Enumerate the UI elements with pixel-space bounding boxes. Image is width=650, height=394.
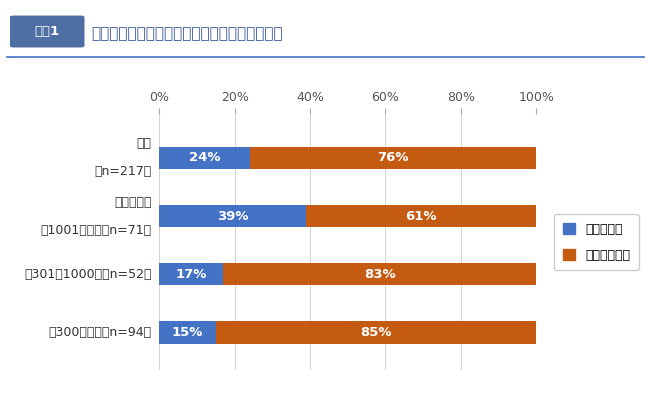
Bar	[159, 322, 216, 344]
Bar	[224, 263, 536, 285]
Text: 17%: 17%	[176, 268, 207, 281]
Text: 76%: 76%	[377, 151, 409, 164]
Text: 図表1: 図表1	[34, 25, 60, 38]
Text: 15%: 15%	[172, 326, 203, 339]
Bar	[159, 263, 224, 285]
Text: 61%: 61%	[406, 210, 437, 223]
Text: リスキリングの実施状況（全体／企業規模別）: リスキリングの実施状況（全体／企業規模別）	[91, 26, 283, 41]
Text: 85%: 85%	[360, 326, 392, 339]
Text: 39%: 39%	[217, 210, 248, 223]
Text: ：1001名以上（n=71）: ：1001名以上（n=71）	[40, 224, 151, 237]
Text: 全体: 全体	[136, 138, 151, 151]
Legend: 行っている, 行っていない: 行っている, 行っていない	[554, 214, 639, 270]
Bar	[306, 205, 536, 227]
Text: 24%: 24%	[188, 151, 220, 164]
Bar	[159, 147, 250, 169]
FancyBboxPatch shape	[10, 16, 84, 48]
Text: ：300名以下（n=94）: ：300名以下（n=94）	[49, 326, 151, 339]
Bar	[250, 147, 536, 169]
Text: （n=217）: （n=217）	[94, 165, 151, 178]
Bar	[159, 205, 306, 227]
Text: 企業規模別: 企業規模別	[114, 195, 151, 208]
Text: ：301～1000名（n=52）: ：301～1000名（n=52）	[24, 268, 151, 281]
Text: 83%: 83%	[364, 268, 396, 281]
Bar	[216, 322, 536, 344]
